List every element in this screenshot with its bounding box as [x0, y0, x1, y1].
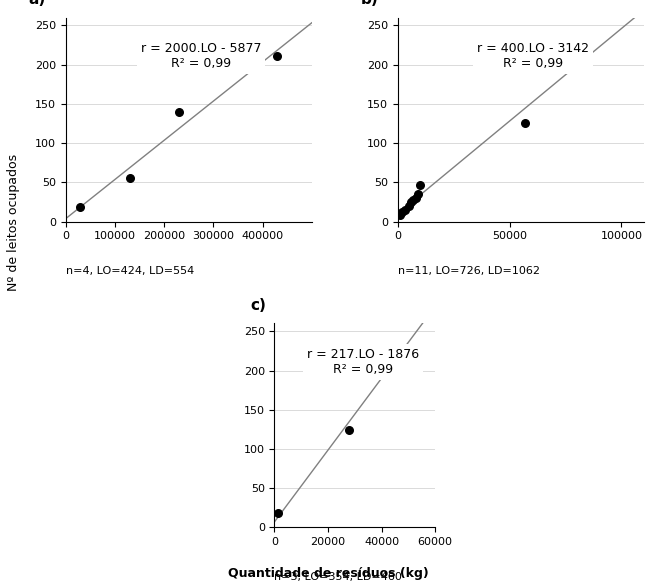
Point — [572, 52, 582, 61]
Point — [384, 357, 395, 367]
Text: n=3, LO=354, LD=460: n=3, LO=354, LD=460 — [275, 573, 402, 582]
Point — [395, 210, 405, 220]
Text: Nº de leitos ocupados: Nº de leitos ocupados — [7, 154, 20, 291]
Point — [397, 207, 407, 217]
Point — [124, 173, 135, 183]
Point — [399, 205, 410, 214]
Text: r = 2000.LO - 5877
R² = 0,99: r = 2000.LO - 5877 R² = 0,99 — [141, 42, 261, 70]
Text: n=4, LO=424, LD=554: n=4, LO=424, LD=554 — [66, 267, 194, 277]
Point — [408, 195, 419, 205]
Text: r = 217.LO - 1876
R² = 0,99: r = 217.LO - 1876 R² = 0,99 — [307, 348, 419, 376]
Point — [520, 119, 531, 128]
Text: Quantidade de resíduos (kg): Quantidade de resíduos (kg) — [228, 567, 429, 580]
Text: a): a) — [29, 0, 46, 8]
Point — [404, 201, 415, 210]
Point — [344, 425, 355, 435]
Point — [406, 197, 417, 207]
Point — [173, 107, 184, 117]
Point — [411, 193, 421, 203]
Point — [273, 509, 284, 518]
Point — [75, 203, 85, 212]
Text: c): c) — [250, 298, 266, 314]
Text: b): b) — [361, 0, 378, 8]
Point — [415, 180, 426, 189]
Text: r = 400.LO - 3142
R² = 0,99: r = 400.LO - 3142 R² = 0,99 — [477, 42, 589, 70]
Point — [272, 52, 283, 61]
Text: n=11, LO=726, LD=1062: n=11, LO=726, LD=1062 — [398, 267, 540, 277]
Point — [413, 189, 423, 199]
